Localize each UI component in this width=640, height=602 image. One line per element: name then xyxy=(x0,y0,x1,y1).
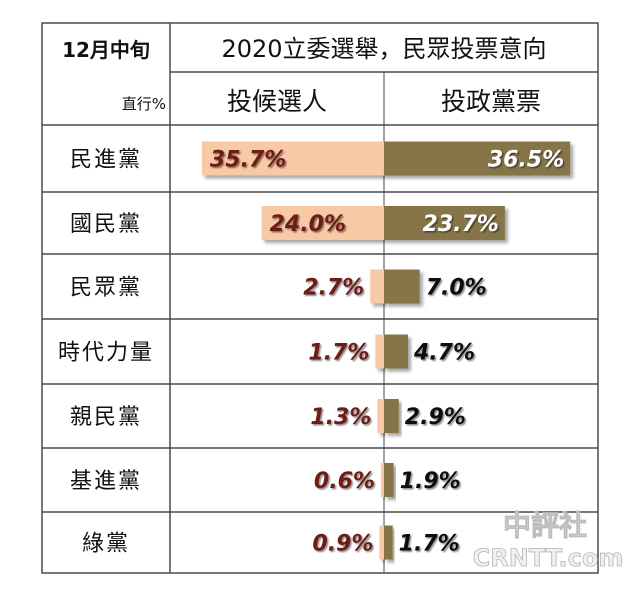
party-vote-value-label: 7.0% xyxy=(426,276,487,301)
party-vote-value-label: 36.5% xyxy=(488,148,564,173)
party-vote-value-label: 23.7% xyxy=(423,212,499,237)
corner-top-label: 12月中旬 xyxy=(62,38,150,62)
party-vote-bar xyxy=(384,269,420,304)
party-vote-bar xyxy=(384,334,408,369)
party-vote-bar xyxy=(384,206,505,240)
party-label: 基進黨 xyxy=(70,469,142,494)
party-label: 民進黨 xyxy=(70,148,142,173)
party-label: 國民黨 xyxy=(70,212,142,237)
party-vote-bar xyxy=(384,525,393,560)
party-vote-bar xyxy=(384,463,394,497)
candidate-value-label: 0.6% xyxy=(314,469,375,494)
chart-title: 2020立委選舉，民眾投票意向 xyxy=(221,35,546,63)
party-vote-value-label: 1.7% xyxy=(399,532,460,557)
column-header-party: 投政黨票 xyxy=(441,87,541,116)
candidate-value-label: 1.3% xyxy=(310,405,371,430)
party-label: 時代力量 xyxy=(58,341,154,366)
party-label: 親民黨 xyxy=(70,405,142,430)
candidate-value-label: 0.9% xyxy=(312,532,373,557)
candidate-bar xyxy=(377,399,384,433)
candidate-bar xyxy=(379,525,384,560)
candidate-bar xyxy=(261,206,384,240)
party-vote-value-label: 4.7% xyxy=(413,341,475,366)
candidate-bar xyxy=(375,334,384,369)
column-header-candidate: 投候選人 xyxy=(227,87,327,116)
watermark-logo: 中評社 xyxy=(503,509,587,542)
corner-bottom-label: 直行% xyxy=(122,95,166,113)
chart-rows: 民進黨 35.7% 36.5% 國民黨 24.0% 23.7% 民眾黨 2.7% 7.0% 時代力… xyxy=(58,141,571,560)
party-vote-bar xyxy=(384,141,571,176)
party-label: 綠黨 xyxy=(82,532,130,557)
candidate-bar xyxy=(370,269,384,304)
watermark-site: CRNTT.com xyxy=(473,544,624,572)
candidate-value-label: 2.7% xyxy=(303,276,364,301)
party-vote-value-label: 1.9% xyxy=(400,469,461,494)
party-label: 民眾黨 xyxy=(70,276,142,301)
candidate-value-label: 35.7% xyxy=(210,148,286,173)
candidate-value-label: 1.7% xyxy=(308,341,369,366)
party-vote-bar xyxy=(384,399,399,433)
candidate-value-label: 24.0% xyxy=(270,212,346,237)
candidate-bar xyxy=(201,141,384,176)
party-vote-value-label: 2.9% xyxy=(405,405,466,430)
candidate-bar xyxy=(380,463,384,497)
